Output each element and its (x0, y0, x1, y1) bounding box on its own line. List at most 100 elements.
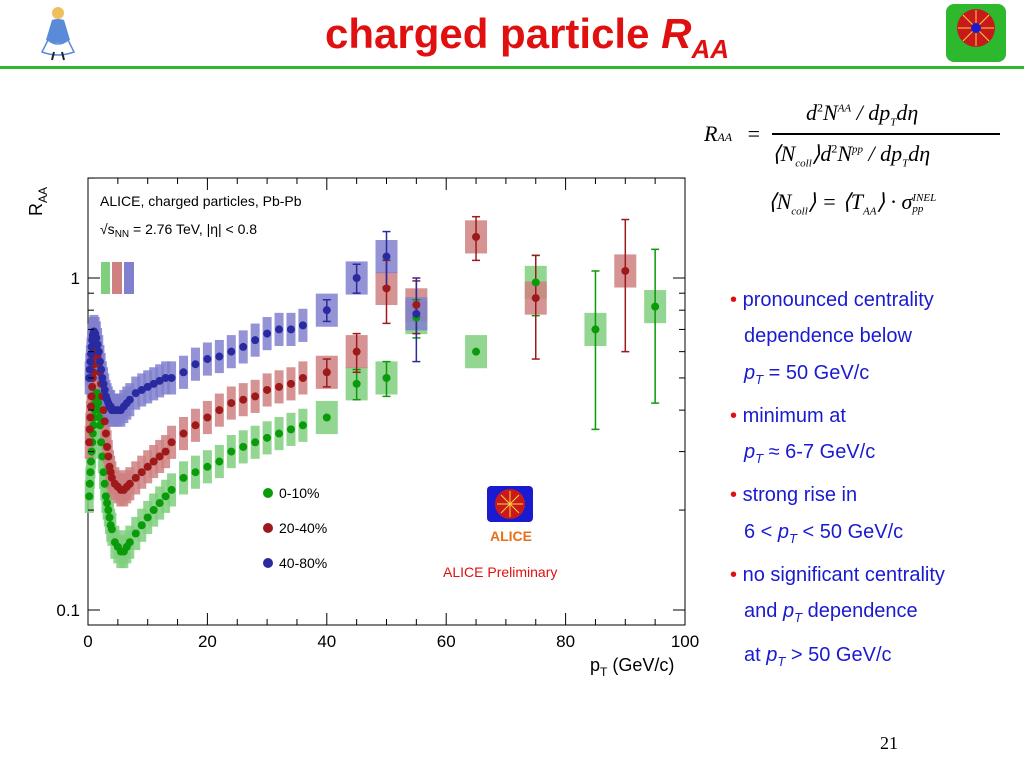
f-num-supaa: AA (837, 102, 852, 115)
point-0-10%-48 (251, 438, 260, 447)
f-lhs-r: R (704, 121, 718, 146)
tick-labels: 0 20 40 60 80 100 0.1 1 (56, 269, 699, 651)
legend-marker-20-40 (263, 523, 273, 533)
point-0-10%-50 (275, 429, 284, 438)
alice-experiment-logo-corner (944, 2, 1008, 64)
point-20-40%-1 (85, 425, 94, 434)
point-0-10%-25 (104, 506, 113, 515)
raa-chart: 0 20 40 60 80 100 0.1 1 ALICE, charged particle… (26, 177, 699, 679)
point-20-40%-43 (251, 392, 260, 401)
alice-logo-in-plot: ALICE (487, 486, 533, 544)
title-divider (0, 66, 1024, 69)
point-20-40%-0 (85, 438, 94, 447)
f-num-sup2: 2 (817, 100, 823, 115)
bullet-dot-4: • (730, 564, 738, 587)
point-0-10%-45 (215, 457, 224, 466)
pt-sub: T (777, 653, 786, 669)
title-sub: AA (691, 34, 730, 64)
point-0-10%-53 (322, 413, 331, 422)
point-20-40%-19 (103, 442, 112, 451)
chart-header-nn: NN (115, 229, 129, 240)
bullet-dot-2: • (730, 404, 738, 427)
point-40-80%-50 (382, 252, 391, 261)
f-num-d: d (806, 100, 817, 125)
point-20-40%-29 (125, 479, 134, 488)
point-40-80%-41 (227, 347, 236, 356)
point-40-80%-10 (92, 333, 101, 342)
point-40-80%-46 (286, 325, 295, 334)
f-ncoll-open: ⟨N (768, 189, 792, 214)
pt-sub: T (755, 451, 764, 467)
point-40-80%-2 (86, 357, 95, 366)
point-40-80%-45 (275, 325, 284, 334)
point-0-10%-34 (125, 538, 134, 547)
point-0-10%-19 (97, 438, 106, 447)
pt-pre: and (744, 600, 783, 623)
x-axis-p: p (590, 655, 600, 675)
point-0-10%-3 (86, 457, 95, 466)
norm-box-20-40 (112, 262, 122, 294)
point-20-40%-36 (167, 438, 176, 447)
f-ncoll-sub: coll (791, 205, 808, 218)
pt-p: p (777, 520, 790, 543)
x-tick-label-40: 40 (317, 632, 336, 651)
point-40-80%-12 (94, 347, 103, 356)
y-axis-sub: AA (36, 187, 50, 203)
point-40-80%-34 (155, 376, 164, 385)
point-0-10%-39 (155, 499, 164, 508)
point-0-10%-15 (94, 399, 103, 408)
data-points (85, 232, 660, 556)
f-den-subcoll: coll (795, 157, 812, 170)
formula-denominator: ⟨Ncoll⟩d2Npp / dpTdη (772, 141, 930, 169)
bullet-text-1: pronounced centrality (737, 289, 934, 311)
bullet-2-cont: pT ≈ 6-7 GeV/c (730, 434, 945, 477)
y-tick-label-1: 1 (71, 269, 80, 288)
bullet-text-4: no significant centrality (737, 564, 945, 587)
formula-numerator: d2NAA / dpTdη (806, 100, 918, 128)
point-40-80%-31 (137, 385, 146, 394)
point-20-40%-17 (100, 417, 109, 426)
chart-header-rest: = 2.76 TeV, |η| < 0.8 (129, 221, 257, 237)
point-0-10%-40 (161, 492, 170, 501)
f-ncoll-mid: ⟩ = ⟨T (807, 189, 864, 214)
raa-symbol: RAA = (704, 121, 760, 147)
point-0-10%-26 (105, 513, 114, 522)
point-0-10%-43 (191, 468, 200, 477)
f-den-sup2: 2 (831, 141, 838, 156)
point-0-10%-20 (98, 452, 107, 461)
point-0-10%-54 (352, 379, 361, 388)
point-20-40%-31 (137, 468, 146, 477)
ncoll-formula: ⟨Ncoll⟩ = ⟨TAA⟩ · σ INEL pp (768, 189, 936, 217)
point-20-40%-50 (382, 284, 391, 293)
point-40-80%-37 (179, 368, 188, 377)
f-num-end: dη (896, 100, 919, 125)
point-0-10%-36 (137, 521, 146, 530)
point-40-80%-36 (167, 373, 176, 382)
pt-p: p (744, 441, 756, 464)
page-number: 21 (880, 733, 898, 753)
point-0-10%-21 (99, 468, 108, 477)
point-40-80%-17 (100, 385, 109, 394)
point-20-40%-30 (131, 473, 140, 482)
title-r: R (661, 10, 692, 57)
point-20-40%-49 (352, 347, 361, 356)
f-den-close: ⟩d (811, 141, 832, 166)
f-taa-sub: AA (863, 205, 877, 218)
f-sigma-sup: INEL (912, 191, 937, 204)
point-20-40%-20 (104, 452, 113, 461)
point-0-10%-46 (227, 447, 236, 456)
x-tick-label-100: 100 (671, 632, 699, 651)
point-20-40%-53 (531, 294, 540, 303)
pt-p: p (782, 600, 795, 623)
point-40-80%-49 (352, 274, 361, 282)
y-tick-label-0.1: 0.1 (56, 601, 80, 620)
point-0-10%-51 (286, 425, 295, 434)
bullet-text-2: minimum at (737, 404, 846, 427)
point-40-80%-39 (203, 355, 212, 364)
bullet-3-cont: 6 < pT < 50 GeV/c (730, 514, 945, 557)
point-40-80%-14 (97, 365, 106, 374)
point-0-10%-41 (167, 485, 176, 494)
chart-header-line2: √sNN = 2.76 TeV, |η| < 0.8 (100, 221, 257, 240)
pt-p: p (766, 643, 778, 666)
f-den-rest: / dp (868, 141, 903, 166)
